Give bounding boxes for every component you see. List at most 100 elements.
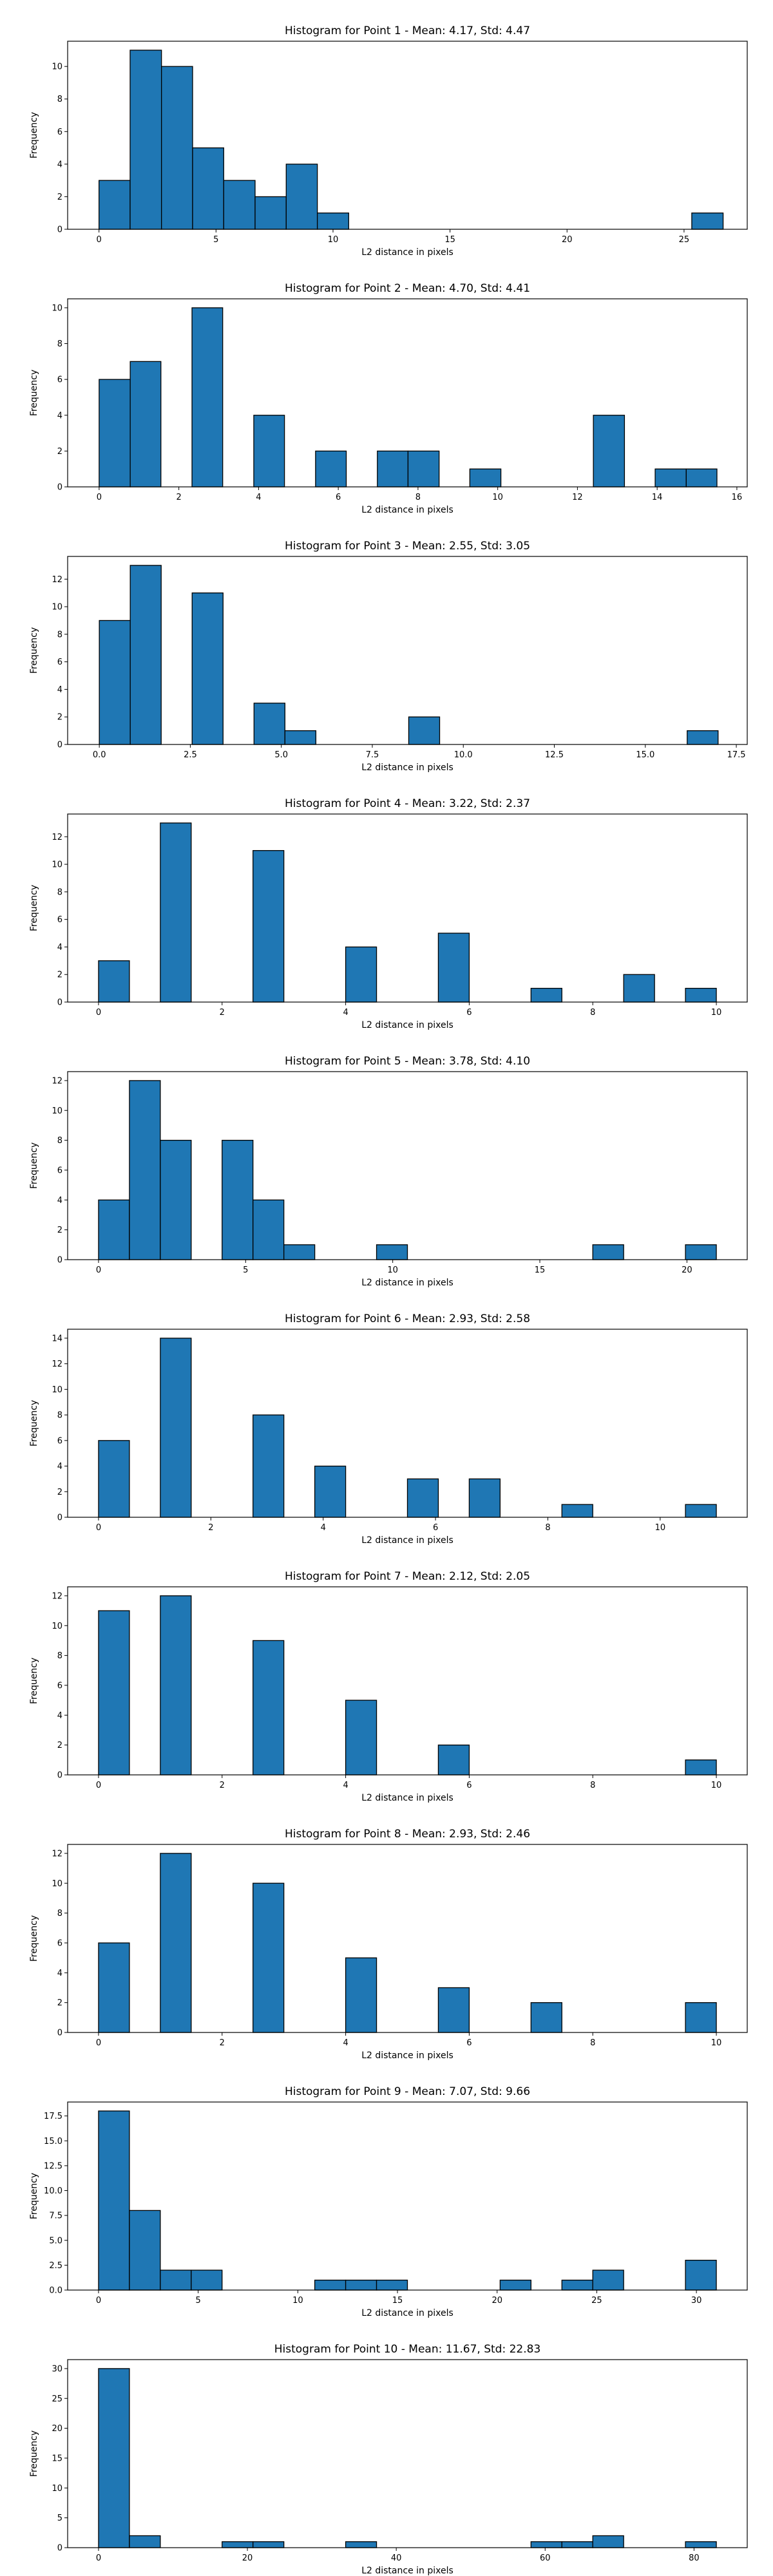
y-tick-label: 12 [52,1849,62,1859]
x-tick-label: 8 [545,1523,550,1533]
x-tick-label: 10 [711,1781,722,1790]
y-tick-label: 8 [57,630,62,639]
axes-frame [67,41,748,230]
x-tick-label: 2 [220,1781,225,1790]
x-tick-label: 12.5 [545,750,564,760]
y-tick-label: 2 [57,447,62,457]
histogram-bar [129,1080,161,1260]
y-tick-label: 10.0 [44,2186,62,2196]
histogram-bar [654,468,687,488]
x-tick-label: 0 [96,1008,101,1018]
histogram-bar [129,361,162,488]
y-tick-label: 25 [52,2394,62,2404]
chart-title: Histogram for Point 8 - Mean: 2.93, Std:… [285,1828,530,1841]
y-tick-label: 0 [57,2544,62,2553]
x-tick-label: 0 [96,1523,101,1533]
x-axis-label: L2 distance in pixels [361,505,453,515]
y-tick-label: 4 [57,1969,62,1978]
x-tick-label: 0 [97,235,102,245]
x-tick-label: 80 [689,2553,700,2563]
x-axis-label: L2 distance in pixels [361,2566,453,2576]
x-tick-label: 10 [328,235,339,245]
x-tick-label: 8 [590,1008,595,1018]
histogram-bar [160,1853,192,2033]
x-tick-label: 4 [256,493,261,502]
chart-title: Histogram for Point 6 - Mean: 2.93, Std:… [285,1312,530,1325]
x-tick-label: 25 [591,2296,602,2306]
y-axis-label: Frequency [29,370,39,416]
x-tick-label: 4 [321,1523,326,1533]
x-axis-label: L2 distance in pixels [361,762,453,773]
x-axis-label: L2 distance in pixels [361,2308,453,2318]
histogram-bar [468,1478,501,1518]
x-tick-label: 0.0 [93,750,106,760]
y-tick-label: 12 [52,1591,62,1601]
histogram-bar [253,2541,285,2548]
histogram-bar [316,213,349,230]
y-tick-label: 2 [57,1741,62,1750]
histogram-bar [499,2279,531,2291]
histogram-bar [160,1338,192,1518]
histogram-bar [406,1478,439,1518]
histogram-bars [99,50,724,230]
histogram-bar [99,620,131,745]
x-axis-label: L2 distance in pixels [361,1020,453,1030]
histogram-bar [592,1244,624,1260]
histogram-bar [98,2368,130,2548]
x-tick-label: 20 [491,2296,502,2306]
chart-title: Histogram for Point 4 - Mean: 3.22, Std:… [285,797,530,810]
y-tick-label: 15.0 [44,2137,62,2146]
histogram-chart-3: Histogram for Point 3 - Mean: 2.55, Std:… [29,540,748,773]
x-tick-label: 15 [444,235,455,245]
x-tick-label: 40 [391,2553,402,2563]
histogram-bar [284,730,317,745]
histogram-bars [98,1595,717,1776]
y-tick-label: 10 [52,2484,62,2494]
x-tick-label: 60 [540,2553,551,2563]
histogram-bar [685,2260,717,2291]
histogram-bar [160,822,192,1003]
histogram-bar [314,2279,347,2291]
histogram-bar [345,2279,377,2291]
y-tick-label: 0 [57,483,62,493]
histogram-bar [345,1957,377,2033]
y-tick-label: 12 [52,1076,62,1086]
y-tick-label: 10 [52,1106,62,1116]
histogram-bar [192,147,224,230]
y-axis-label: Frequency [29,112,39,158]
x-tick-label: 2 [208,1523,213,1533]
x-tick-label: 2 [220,2038,225,2048]
x-tick-label: 25 [679,235,690,245]
histogram-bar [254,196,287,230]
x-tick-label: 6 [466,1008,472,1018]
y-tick-label: 8 [57,1651,62,1661]
y-tick-label: 30 [52,2364,62,2374]
histogram-bars [98,2368,717,2548]
histogram-bar [469,468,502,488]
y-tick-label: 6 [57,375,62,385]
x-axis-label: L2 distance in pixels [361,1535,453,1546]
y-tick-label: 2 [57,1998,62,2008]
histogram-bar [253,850,285,1003]
y-tick-label: 6 [57,915,62,925]
histogram-bar [530,2002,562,2033]
histogram-bar [592,2269,624,2291]
histogram-bars [98,1853,717,2033]
x-tick-label: 6 [433,1523,438,1533]
y-tick-label: 6 [57,1436,62,1446]
histogram-bar [129,565,162,745]
y-tick-label: 12 [52,833,62,842]
y-tick-label: 4 [57,411,62,421]
histogram-bar [437,933,470,1003]
chart-title: Histogram for Point 9 - Mean: 7.07, Std:… [285,2085,530,2098]
x-tick-label: 10.0 [454,750,473,760]
x-axis-label: L2 distance in pixels [361,1278,453,1288]
y-tick-label: 2 [57,971,62,980]
y-tick-label: 6 [57,1938,62,1948]
histogram-bar [223,180,256,230]
histogram-bar [129,2210,161,2291]
axes-frame [67,813,748,1003]
y-tick-label: 0 [57,1256,62,1265]
y-tick-label: 8 [57,1909,62,1918]
y-tick-label: 10 [52,62,62,72]
